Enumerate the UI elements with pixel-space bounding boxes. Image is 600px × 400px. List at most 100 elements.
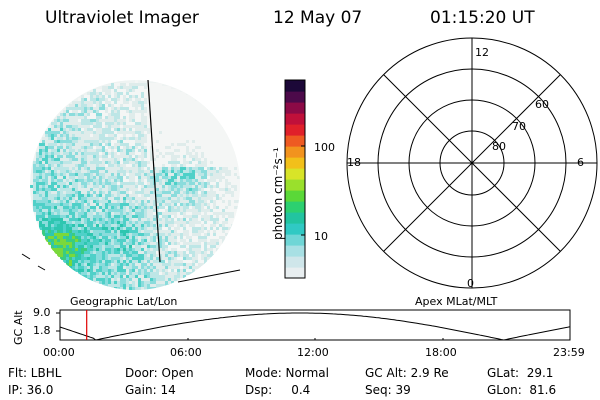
disk-pixel: [60, 140, 63, 143]
disk-pixel: [219, 236, 222, 239]
disk-pixel: [186, 98, 189, 101]
colorbar-tick-100: 100: [314, 141, 335, 154]
disk-pixel: [195, 122, 198, 125]
disk-pixel: [45, 200, 48, 203]
disk-pixel: [171, 143, 174, 146]
disk-pixel: [183, 266, 186, 269]
disk-pixel: [159, 176, 162, 179]
disk-pixel: [159, 158, 162, 161]
disk-pixel: [171, 98, 174, 101]
disk-pixel: [168, 254, 171, 257]
disk-pixel: [123, 287, 126, 290]
disk-pixel: [168, 89, 171, 92]
disk-pixel: [210, 218, 213, 221]
disk-pixel: [69, 179, 72, 182]
disk-pixel: [162, 242, 165, 245]
disk-pixel: [57, 149, 60, 152]
disk-pixel: [123, 251, 126, 254]
disk-pixel: [216, 119, 219, 122]
disk-pixel: [78, 272, 81, 275]
disk-pixel: [168, 122, 171, 125]
disk-pixel: [75, 266, 78, 269]
disk-pixel: [201, 221, 204, 224]
disk-pixel: [72, 173, 75, 176]
disk-pixel: [195, 176, 198, 179]
disk-pixel: [153, 137, 156, 140]
disk-pixel: [204, 182, 207, 185]
disk-pixel: [198, 263, 201, 266]
disk-pixel: [90, 155, 93, 158]
disk-pixel: [207, 161, 210, 164]
disk-pixel: [72, 131, 75, 134]
disk-pixel: [141, 242, 144, 245]
disk-pixel: [192, 116, 195, 119]
disk-pixel: [186, 245, 189, 248]
disk-pixel: [201, 149, 204, 152]
disk-pixel: [213, 251, 216, 254]
disk-pixel: [69, 260, 72, 263]
disk-pixel: [81, 245, 84, 248]
disk-pixel: [87, 251, 90, 254]
disk-pixel: [138, 110, 141, 113]
disk-pixel: [54, 152, 57, 155]
disk-pixel: [39, 188, 42, 191]
disk-pixel: [102, 203, 105, 206]
disk-pixel: [81, 98, 84, 101]
disk-pixel: [93, 176, 96, 179]
disk-pixel: [129, 95, 132, 98]
disk-pixel: [141, 182, 144, 185]
disk-pixel: [36, 158, 39, 161]
disk-pixel: [189, 263, 192, 266]
disk-pixel: [138, 275, 141, 278]
disk-pixel: [150, 149, 153, 152]
disk-pixel: [48, 215, 51, 218]
disk-pixel: [165, 149, 168, 152]
disk-pixel: [135, 86, 138, 89]
disk-pixel: [162, 89, 165, 92]
disk-pixel: [225, 176, 228, 179]
disk-pixel: [78, 98, 81, 101]
disk-pixel: [111, 248, 114, 251]
disk-pixel: [36, 200, 39, 203]
disk-pixel: [96, 209, 99, 212]
disk-pixel: [102, 230, 105, 233]
disk-pixel: [165, 110, 168, 113]
disk-pixel: [87, 230, 90, 233]
disk-pixel: [210, 161, 213, 164]
disk-pixel: [111, 218, 114, 221]
disk-pixel: [153, 197, 156, 200]
disk-pixel: [144, 275, 147, 278]
disk-pixel: [126, 194, 129, 197]
disk-pixel: [105, 155, 108, 158]
disk-pixel: [174, 101, 177, 104]
disk-pixel: [90, 176, 93, 179]
disk-pixel: [72, 179, 75, 182]
disk-pixel: [93, 200, 96, 203]
disk-pixel: [138, 134, 141, 137]
disk-pixel: [216, 239, 219, 242]
disk-pixel: [153, 113, 156, 116]
disk-pixel: [216, 182, 219, 185]
disk-pixel: [225, 152, 228, 155]
tick-mark: [37, 265, 46, 271]
disk-pixel: [90, 203, 93, 206]
disk-pixel: [159, 125, 162, 128]
disk-pixel: [153, 95, 156, 98]
disk-pixel: [156, 83, 159, 86]
disk-pixel: [165, 269, 168, 272]
disk-pixel: [123, 206, 126, 209]
disk-pixel: [144, 179, 147, 182]
disk-pixel: [81, 257, 84, 260]
disk-pixel: [174, 98, 177, 101]
disk-pixel: [153, 134, 156, 137]
disk-pixel: [177, 110, 180, 113]
disk-pixel: [117, 101, 120, 104]
disk-pixel: [111, 272, 114, 275]
disk-pixel: [120, 227, 123, 230]
disk-pixel: [186, 182, 189, 185]
disk-pixel: [132, 86, 135, 89]
disk-pixel: [51, 128, 54, 131]
disk-pixel: [33, 203, 36, 206]
disk-pixel: [81, 248, 84, 251]
disk-pixel: [144, 176, 147, 179]
